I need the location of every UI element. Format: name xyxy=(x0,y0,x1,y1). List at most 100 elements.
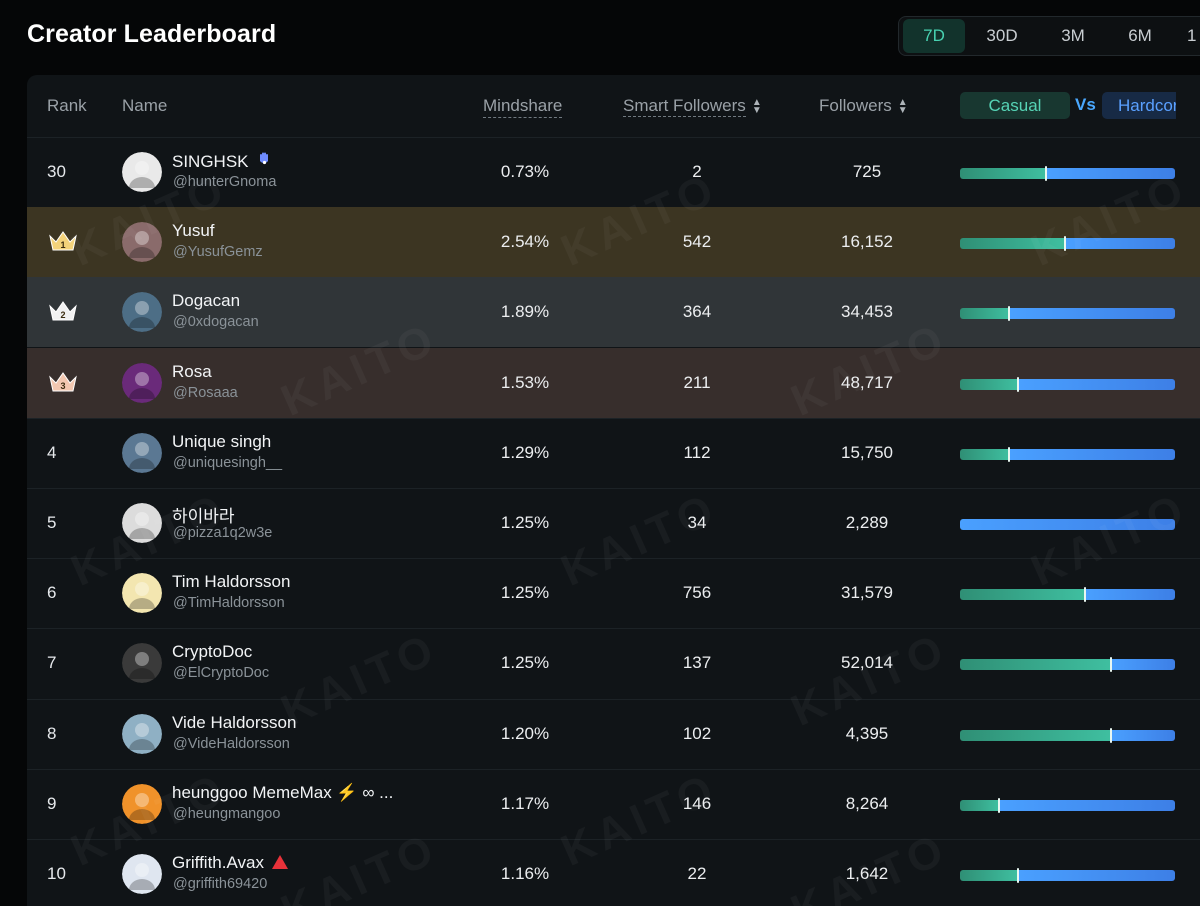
creator-name[interactable]: Yusuf xyxy=(172,221,215,241)
creator-name[interactable]: Dogacan xyxy=(172,291,240,311)
casual-marker xyxy=(1083,587,1086,603)
followers-value: 4,395 xyxy=(845,723,889,743)
range-tab-6m[interactable]: 6M xyxy=(1128,26,1152,45)
range-tab-1y[interactable]: 1 xyxy=(1187,26,1197,45)
casual-vs-hardcore-bar xyxy=(960,166,1175,181)
table-row[interactable]: 8 Vide Haldorsson @VideHaldorsson 1.20% … xyxy=(27,698,1200,769)
creator-handle[interactable]: @Rosaaa xyxy=(173,384,238,401)
avatar[interactable] xyxy=(122,432,162,473)
creator-handle[interactable]: @griffith69420 xyxy=(173,876,268,892)
rank-value: 10 xyxy=(47,864,66,883)
creator-name-text: CryptoDoc xyxy=(172,642,253,662)
casual-marker xyxy=(1008,306,1011,322)
rank-value: 4 xyxy=(47,442,57,462)
creator-name-text: heunggoo MemeMax ⚡️ ∞ ... xyxy=(172,782,394,802)
creator-handle[interactable]: @VideHaldorsson xyxy=(173,735,290,752)
table-row[interactable]: 6 Tim Haldorsson @TimHaldorsson 1.25% 75… xyxy=(27,558,1200,628)
creator-handle[interactable]: @ElCryptoDoc xyxy=(173,665,270,682)
followers-value: 2,289 xyxy=(845,513,889,532)
mindshare-value: 1.20% xyxy=(500,723,550,743)
range-tab-30d[interactable]: 30D xyxy=(986,26,1018,45)
followers-value: 31,579 xyxy=(841,583,893,603)
smart-followers-value: 34 xyxy=(687,513,707,532)
casual-vs-hardcore-bar xyxy=(960,797,1175,813)
range-tab-3m[interactable]: 3M xyxy=(1061,26,1085,45)
range-tab-7d[interactable]: 7D xyxy=(903,19,965,53)
smart-followers-value: 112 xyxy=(683,442,711,462)
avatar[interactable] xyxy=(122,854,162,894)
creator-handle[interactable]: @YusufGemz xyxy=(173,244,263,261)
casual-marker xyxy=(1109,657,1112,673)
followers-value: 15,750 xyxy=(841,442,893,462)
creator-handle[interactable]: @uniquesingh__ xyxy=(173,454,283,471)
table-row[interactable]: 1 Yusuf @YusufGemz 2.54% 542 16,152 xyxy=(27,207,1200,278)
table-row[interactable]: 4 Unique singh @uniquesingh__ 1.29% 112 … xyxy=(27,417,1200,488)
creator-name[interactable]: heunggoo MemeMax ⚡️ ∞ ... xyxy=(172,783,393,803)
avatar[interactable] xyxy=(122,783,162,824)
mindshare-value: 0.73% xyxy=(500,162,550,181)
followers-header[interactable]: Followers ▲ ▼ xyxy=(819,96,908,116)
rank-value: 7 xyxy=(47,653,57,673)
avatar[interactable] xyxy=(122,713,162,754)
table-row[interactable]: 9 heunggoo MemeMax ⚡️ ∞ ... @heungmangoo… xyxy=(27,768,1200,839)
creator-name-text: 하이바라 xyxy=(172,507,235,526)
smart-followers-header[interactable]: Smart Followers ▲ ▼ xyxy=(623,96,762,117)
creator-name[interactable]: 하이바라 xyxy=(172,502,235,527)
table-row[interactable]: 5 하이바라 @pizza1q2w3e 1.25% 34 2,289 xyxy=(27,488,1200,558)
sort-icon[interactable]: ▲ ▼ xyxy=(897,96,908,116)
avatar[interactable] xyxy=(122,362,162,403)
table-row[interactable]: 10 Griffith.Avax @griffith69420 1.16% 22… xyxy=(27,839,1200,906)
creator-name[interactable]: CryptoDoc xyxy=(172,642,252,662)
crown-silver-icon: 2 xyxy=(49,301,77,321)
casual-toggle[interactable]: Casual xyxy=(960,92,1070,119)
red-triangle-icon xyxy=(271,855,288,869)
leaderboard-table: Rank Name Mindshare Smart Followers ▲ ▼ Fo… xyxy=(27,75,1200,906)
creator-name-text: Griffith.Avax xyxy=(172,853,264,872)
creator-name-text: Rosa xyxy=(172,361,212,381)
creator-name-text: Unique singh xyxy=(172,431,272,451)
avatar[interactable] xyxy=(122,503,162,543)
casual-marker xyxy=(1017,376,1020,392)
avatar[interactable] xyxy=(122,222,162,263)
followers-value: 52,014 xyxy=(841,653,893,673)
avatar[interactable] xyxy=(122,643,162,684)
smart-followers-value: 542 xyxy=(682,232,712,252)
casual-vs-hardcore-bar xyxy=(960,306,1175,322)
avatar[interactable] xyxy=(122,292,162,333)
table-row[interactable]: 30 SINGHSK @hunterGnoma 0.73% 2 725 xyxy=(27,137,1200,207)
creator-name[interactable]: Vide Haldorsson xyxy=(172,713,296,733)
smart-followers-value: 364 xyxy=(682,302,712,322)
creator-handle[interactable]: @TimHaldorsson xyxy=(173,595,285,612)
mindshare-value: 1.25% xyxy=(500,513,550,532)
mindshare-header[interactable]: Mindshare xyxy=(483,96,563,118)
creator-name[interactable]: SINGHSK xyxy=(172,151,274,172)
rank-header: Rank xyxy=(47,96,87,115)
table-row[interactable]: 2 Dogacan @0xdogacan 1.89% 364 34,453 xyxy=(27,277,1200,348)
creator-handle[interactable]: @0xdogacan xyxy=(173,314,259,331)
avatar[interactable] xyxy=(122,152,162,192)
rank-value: 8 xyxy=(47,723,57,743)
table-row[interactable]: 7 CryptoDoc @ElCryptoDoc 1.25% 137 52,01… xyxy=(27,628,1200,698)
table-row[interactable]: 3 Rosa @Rosaaa 1.53% 211 48,717 xyxy=(27,347,1200,418)
creator-handle[interactable]: @heungmangoo xyxy=(173,805,281,822)
creator-handle[interactable]: @hunterGnoma xyxy=(173,174,277,190)
avatar[interactable] xyxy=(122,573,162,614)
hamsa-icon xyxy=(259,152,268,165)
crown-bronze-icon: 3 xyxy=(49,371,77,392)
creator-name[interactable]: Rosa xyxy=(172,362,212,382)
followers-value: 8,264 xyxy=(845,793,889,813)
vs-label: Vs xyxy=(1075,95,1096,114)
page-title: Creator Leaderboard xyxy=(27,20,277,48)
smart-followers-value: 756 xyxy=(682,583,712,603)
creator-handle[interactable]: @pizza1q2w3e xyxy=(173,525,273,541)
rank-value: 30 xyxy=(47,162,66,181)
creator-name[interactable]: Tim Haldorsson xyxy=(172,572,290,592)
followers-label: Followers xyxy=(819,96,892,115)
creator-name-text: Vide Haldorsson xyxy=(172,712,297,732)
creator-name-text: Tim Haldorsson xyxy=(172,572,291,592)
creator-name[interactable]: Unique singh xyxy=(172,432,271,452)
creator-name[interactable]: Griffith.Avax xyxy=(172,853,289,873)
followers-value: 1,642 xyxy=(845,864,889,883)
hardcore-toggle[interactable]: Hardcore xyxy=(1102,92,1176,119)
sort-icon[interactable]: ▲ ▼ xyxy=(751,96,762,116)
